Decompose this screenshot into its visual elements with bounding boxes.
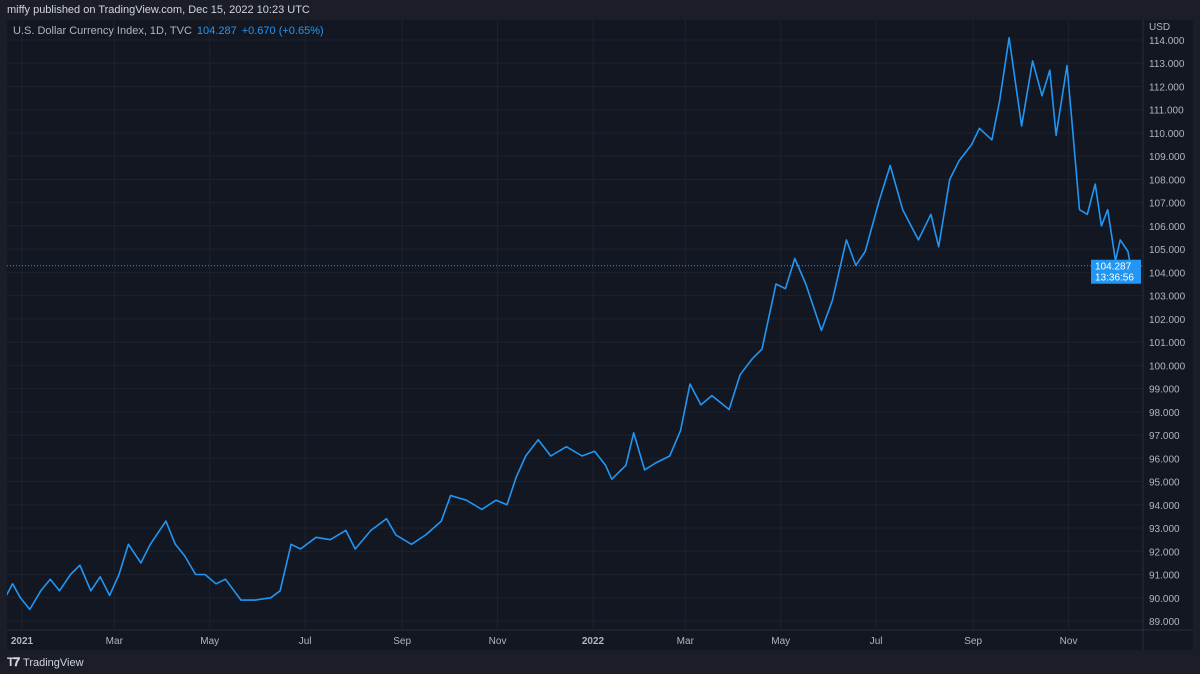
brand-name: TradingView <box>23 656 84 669</box>
price-axis[interactable] <box>1143 20 1193 650</box>
y-tick-label: 90.000 <box>1149 594 1180 605</box>
y-tick-label: 89.000 <box>1149 617 1180 628</box>
y-tick-label: 109.000 <box>1149 152 1186 163</box>
price-change: +0.670 (+0.65%) <box>241 25 324 37</box>
bar-countdown: 13:36:56 <box>1095 273 1134 284</box>
y-tick-label: 105.000 <box>1149 245 1186 256</box>
price-chart[interactable]: 89.000 90.000 91.000 92.000 93.000 94.000 95.0… <box>5 20 1193 650</box>
price-line <box>5 36 1137 611</box>
y-tick-label: 110.000 <box>1149 129 1185 140</box>
symbol-label: U.S. Dollar Currency Index, 1D, TVC <box>13 25 192 37</box>
y-tick-label: 114.000 <box>1149 36 1185 47</box>
y-tick-label: 100.000 <box>1149 361 1186 372</box>
y-tick-label: 107.000 <box>1149 199 1186 210</box>
y-tick-label: 113.000 <box>1149 59 1185 70</box>
y-tick-label: 97.000 <box>1149 431 1180 442</box>
last-price-value: 104.287 <box>1095 262 1132 273</box>
x-tick-label: 2022 <box>582 636 605 647</box>
y-tick-label: 98.000 <box>1149 408 1180 419</box>
y-tick-label: 102.000 <box>1149 315 1186 326</box>
last-price-badge <box>1091 259 1141 284</box>
x-tick-label: Jul <box>870 636 883 647</box>
x-tick-label: Nov <box>1060 636 1078 647</box>
y-tick-label: 106.000 <box>1149 222 1186 233</box>
y-tick-label: 104.000 <box>1149 268 1186 279</box>
y-tick-label: 108.000 <box>1149 175 1186 186</box>
x-tick-label: Jul <box>299 636 312 647</box>
tradingview-logo-icon: T𝟕 <box>7 655 20 669</box>
y-tick-label: 93.000 <box>1149 524 1180 535</box>
y-tick-label: 99.000 <box>1149 385 1180 396</box>
x-tick-label: May <box>200 636 219 647</box>
chart-area[interactable]: 89.000 90.000 91.000 92.000 93.000 94.000 95.0… <box>5 20 1193 650</box>
time-axis[interactable] <box>7 630 1143 650</box>
y-axis-unit: USD <box>1149 22 1170 33</box>
y-tick-label: 92.000 <box>1149 547 1180 558</box>
x-tick-label: Sep <box>964 636 982 647</box>
x-tick-label: 2021 <box>11 636 34 647</box>
footer-brand[interactable]: T𝟕 TradingView <box>7 655 84 670</box>
publish-info: miffy published on TradingView.com, Dec … <box>7 4 310 16</box>
x-tick-label: Mar <box>106 636 124 647</box>
chart-legend: U.S. Dollar Currency Index, 1D, TVC 104.2… <box>13 25 324 37</box>
y-tick-label: 111.000 <box>1149 106 1184 117</box>
y-tick-label: 96.000 <box>1149 454 1180 465</box>
y-tick-label: 112.000 <box>1149 82 1185 93</box>
x-tick-label: Nov <box>489 636 507 647</box>
y-tick-label: 103.000 <box>1149 292 1186 303</box>
y-tick-label: 94.000 <box>1149 501 1180 512</box>
x-tick-label: Mar <box>677 636 695 647</box>
y-tick-label: 95.000 <box>1149 478 1180 489</box>
y-tick-label: 101.000 <box>1149 338 1186 349</box>
x-tick-label: Sep <box>393 636 411 647</box>
y-tick-label: 91.000 <box>1149 571 1180 582</box>
last-price: 104.287 <box>196 25 237 37</box>
x-tick-label: May <box>771 636 790 647</box>
